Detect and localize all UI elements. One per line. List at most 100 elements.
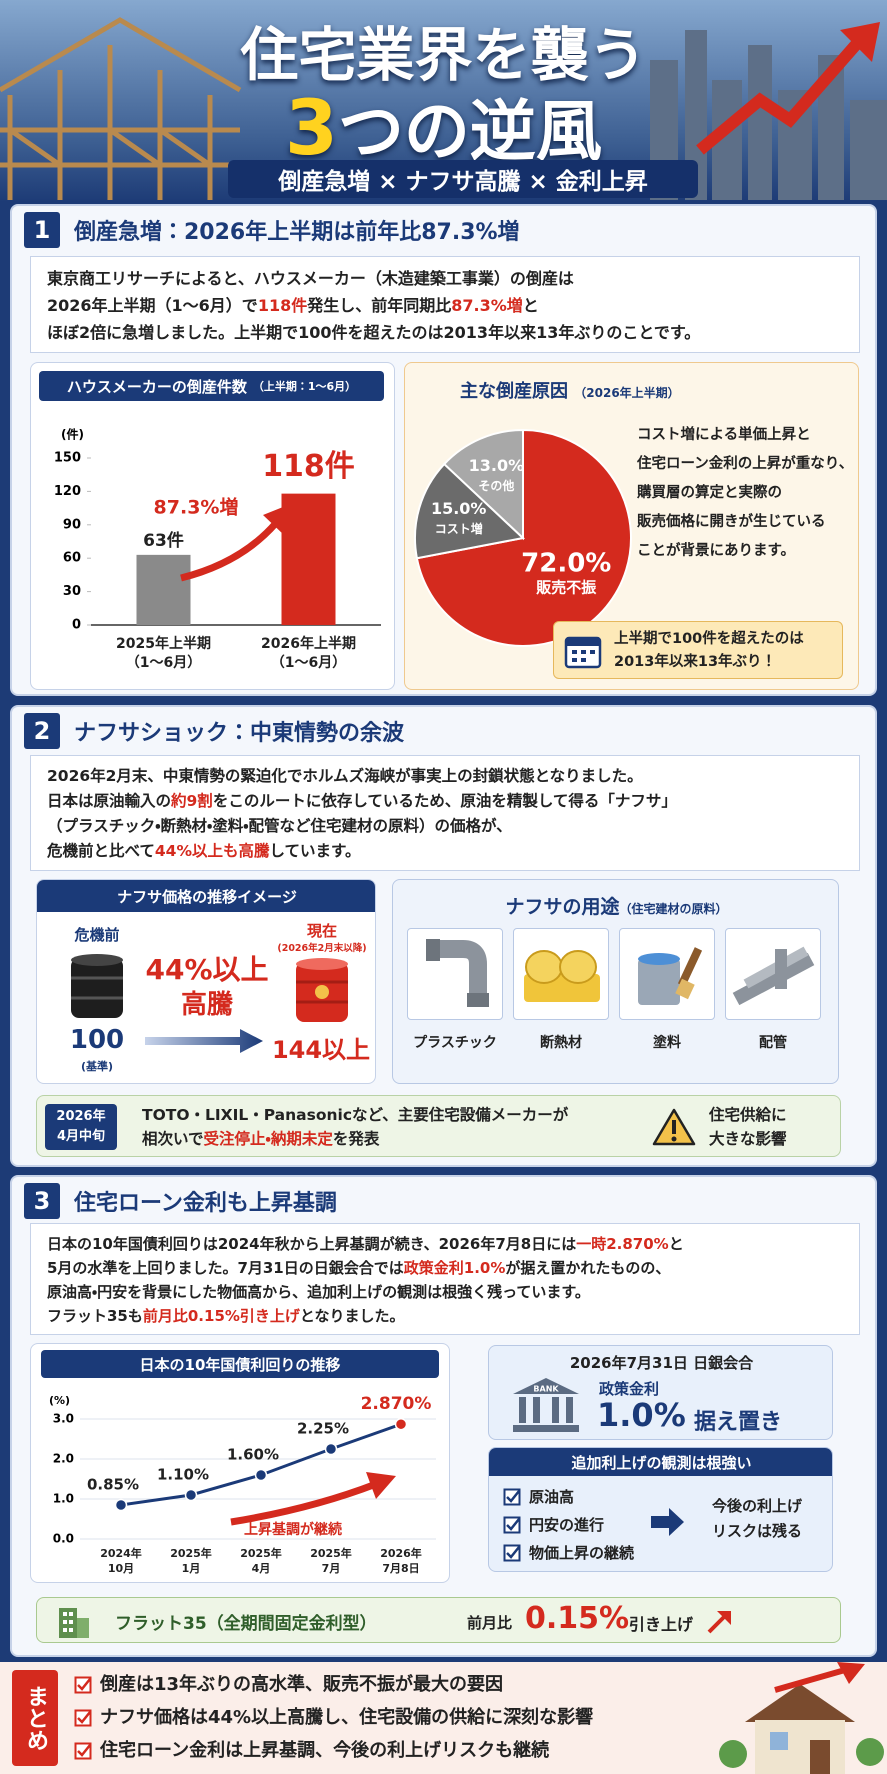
annotation: 上昇基調が継続 [244, 1521, 342, 1538]
text-segment: ほぼ2倍に急増しました。上半期で100件を超えたのは2013年以来13年ぶりのこ… [47, 323, 701, 342]
bar-chart: (件) 0 30 60 90 120 150 63件 118件 87.3%増 [54, 427, 381, 633]
x-tick-label: 2025年 7月 [310, 1547, 352, 1575]
text-segment: 原油高・円安を背景にした物価高から、追加利上げの観測は根強く残っています。 [47, 1283, 590, 1301]
paint-icon [638, 947, 703, 1005]
section-heading: 2 ナフサショック：中東情勢の余波 [24, 713, 404, 749]
annotation: 87.3%増 [154, 496, 239, 519]
annotation-arrow [230, 1480, 378, 1526]
text-line: 2026年 [56, 1109, 106, 1124]
change-word: 高騰 [180, 990, 233, 1020]
point [394, 1417, 408, 1431]
bar [136, 554, 191, 625]
value-label: 2.25% [297, 1420, 349, 1438]
check-text: ナフサ価格は44%以上高騰し、住宅設備の供給に深刻な影響 [100, 1707, 594, 1728]
outlook-items: 原油高 円安の進行 物価上昇の継続 [503, 1483, 634, 1567]
text-line: リスクは残る [711, 1522, 802, 1540]
before-note: (基準) [80, 1060, 114, 1073]
x-tick-label: 2026年上半期 （1〜6月） [261, 636, 356, 671]
point [254, 1468, 268, 1482]
text-line: 購買層の算定と実際の [637, 485, 782, 501]
value-label: 1.10% [157, 1466, 209, 1484]
annotation-arrow [180, 520, 279, 582]
text-line: TOTO・LIXIL・Panasonicなど、主要住宅設備メーカーが [142, 1103, 568, 1127]
text-line: コスト増による単価上昇と [637, 427, 811, 443]
check-item: ナフサ価格は44%以上高騰し、住宅設備の供給に深刻な影響 [74, 1701, 593, 1734]
bank-icon-text: BANK [533, 1385, 559, 1394]
alert-text: TOTO・LIXIL・Panasonicなど、主要住宅設備メーカーが 相次いで受注… [142, 1103, 568, 1151]
body-text: 東京商工リサーチによると、ハウスメーカー（木造建築工事業）の倒産は 2026年上半… [30, 256, 860, 353]
x-tick-label: 2025年 1月 [170, 1547, 212, 1575]
pipes-icon [732, 946, 815, 1006]
price-panel: ナフサ価格の推移イメージ 危機前 100 (基準) 44%以上 高騰 現在 (2… [36, 879, 376, 1084]
section-number: 3 [24, 1183, 60, 1219]
pie-chart: 72.0%販売不振 15.0% コスト増 13.0% その他 [414, 428, 632, 647]
up-arrow [707, 1611, 731, 1634]
y-tick-label: 2.0 [53, 1452, 74, 1466]
highlight-text: 政策金利1.0% [403, 1259, 506, 1277]
price-arrow [145, 1029, 263, 1053]
value-label: 15.0% [431, 499, 487, 518]
summary: まとめ 倒産は13年ぶりの高水準、販売不振が最大の要因ナフサ価格は44%以上高騰… [0, 1662, 887, 1774]
chart-subtitle: （2026年上半期） [574, 386, 680, 400]
highlight-text: 前月比0.15%引き上げ [142, 1307, 300, 1325]
boj-value: 1.0% [597, 1396, 686, 1434]
y-tick-label: 90 [63, 517, 81, 532]
checkbox-tick [506, 1518, 520, 1531]
value-label: 72.0% [521, 548, 611, 578]
checkbox-icon [503, 1516, 521, 1534]
pie-chart-panel: 主な倒産原因 （2026年上半期） 72.0% 販売不振 15.0% コスト増 13.0… [404, 362, 859, 690]
subtitle: 倒産急増 × ナフサ高騰 × 金利上昇 [228, 160, 698, 198]
text-segment: をこのルートに依存しているため、原油を精製して得る「ナフサ」 [212, 792, 677, 810]
check-item: 倒産は13年ぶりの高水準、販売不振が最大の要因 [74, 1668, 593, 1701]
heading-text: 住宅ローン金利も上昇基調 [74, 1191, 337, 1216]
summary-label: まとめ [12, 1670, 58, 1766]
check-text: 原油高 [529, 1488, 575, 1506]
value-label: 13.0% [469, 456, 525, 475]
y-tick-label: 3.0 [53, 1412, 74, 1426]
highlight-text: 118件 [257, 296, 308, 315]
text-line: 原油高・円安を背景にした物価高から、追加利上げの観測は根強く残っています。 [47, 1280, 843, 1304]
y-tick-label: 120 [54, 484, 81, 499]
checkbox-icon [74, 1676, 92, 1693]
outlook-panel: 追加利上げの観測は根強い 原油高 円安の進行 物価上昇の継続 今後の利上げ リスクは残… [488, 1447, 833, 1572]
calendar-icon [564, 636, 602, 669]
text-line: 2026年上半期（1〜6月）で118件発生し、前年同期比87.3%増と [47, 292, 843, 319]
check-item: 住宅ローン金利は上昇基調、今後の利上げリスクも継続 [74, 1734, 593, 1767]
value-label: 63件 [143, 530, 184, 551]
panel-title: ナフサの用途（住宅建材の原料） [393, 892, 838, 919]
slice-label: 販売不振 [535, 578, 597, 596]
alert-bar: 2026年 4月中旬 TOTO・LIXIL・Panasonicなど、主要住宅設備メ… [36, 1095, 841, 1157]
text-line: 2026年2月末、中東情勢の緊迫化でホルムズ海峡が事実上の封鎖状態となりました。 [47, 764, 843, 789]
check-text: 倒産は13年ぶりの高水準、販売不振が最大の要因 [100, 1674, 504, 1695]
y-tick-label: 150 [54, 451, 81, 466]
text-line: 2013年以来13年ぶり！ [614, 654, 777, 670]
bank-icon: BANK [513, 1378, 579, 1432]
checkbox-icon [74, 1742, 92, 1759]
text-line: 今後の利上げ [711, 1497, 802, 1515]
check-item: 物価上昇の継続 [503, 1539, 634, 1567]
text-segment: が据え置かれたものの、 [505, 1259, 671, 1277]
x-tick-label: 2025年 4月 [240, 1547, 282, 1575]
flat35-name: フラット35（全期間固定金利型） [115, 1614, 377, 1634]
after-label: 現在 [306, 922, 337, 940]
x-tick-label: 2024年 10月 [100, 1547, 142, 1575]
section-number: 2 [24, 713, 60, 749]
callout: 上半期で100件を超えたのは 2013年以来13年ぶり！ [553, 621, 843, 679]
text-segment: 東京商工リサーチによると、ハウスメーカー（木造建築工事業）の倒産は [47, 269, 574, 288]
text-line: 住宅ローン金利の上昇が重なり、 [637, 456, 854, 472]
text-segment: 2026年上半期（1〜6月）で [47, 296, 258, 315]
text-segment: 相次いで [142, 1130, 204, 1148]
summary-items: 倒産は13年ぶりの高水準、販売不振が最大の要因ナフサ価格は44%以上高騰し、住宅… [74, 1668, 593, 1767]
text-line: 大きな影響 [709, 1130, 787, 1148]
text-segment: 3 [285, 83, 338, 172]
text-segment: しています。 [269, 842, 361, 860]
text-segment: 5月の水準を上回りました。7月31日の日銀会合では [47, 1259, 404, 1277]
pipe-elbow-icon [426, 939, 489, 1007]
cause-note: コスト増による単価上昇と 住宅ローン金利の上昇が重なり、 購買層の算定と実際の 販売価… [637, 421, 853, 566]
flat35-bar: フラット35（全期間固定金利型） 前月比 0.15% 引き上げ [36, 1597, 841, 1643]
text-segment: 危機前と比べて [47, 842, 155, 860]
section-heading: 1 倒産急増：2026年上半期は前年比87.3%増 [24, 212, 520, 248]
warning-icon [652, 1108, 696, 1146]
value-label: 2.870% [361, 1394, 432, 1414]
panel-title: ナフサ価格の推移イメージ [37, 880, 375, 912]
